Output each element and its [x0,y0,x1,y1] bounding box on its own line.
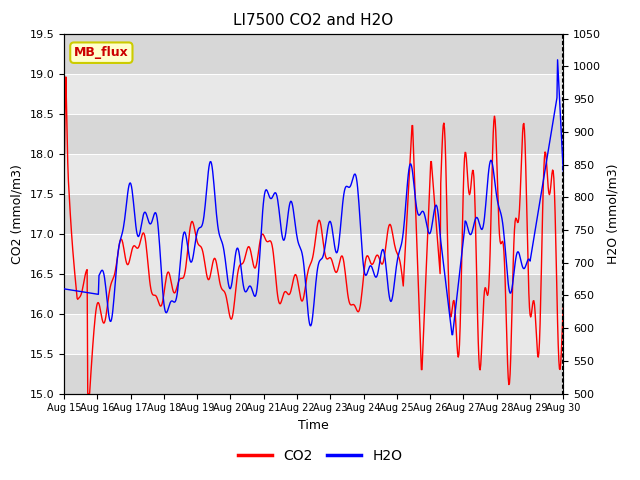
Text: MB_flux: MB_flux [74,46,129,59]
Title: LI7500 CO2 and H2O: LI7500 CO2 and H2O [234,13,394,28]
Y-axis label: H2O (mmol/m3): H2O (mmol/m3) [607,163,620,264]
X-axis label: Time: Time [298,419,329,432]
Legend: CO2, H2O: CO2, H2O [232,443,408,468]
Y-axis label: CO2 (mmol/m3): CO2 (mmol/m3) [11,164,24,264]
Bar [64,34,563,73]
Bar [64,193,563,234]
Bar [64,274,563,313]
Bar [64,114,563,154]
Bar [64,354,563,394]
